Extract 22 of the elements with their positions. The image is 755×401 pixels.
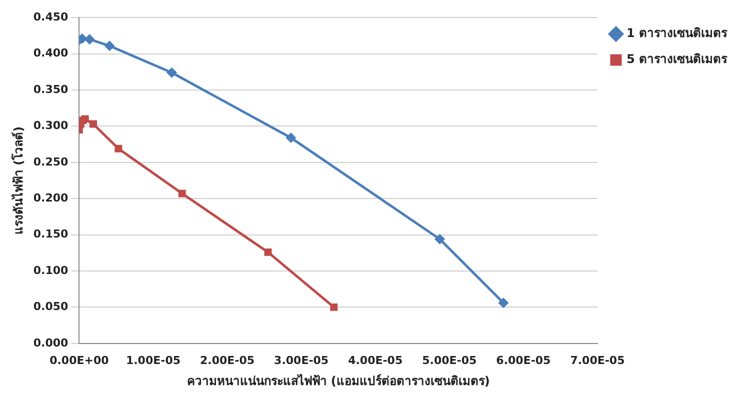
x-axis-title: ความหนาแน่นกระแสไฟฟ้า (แอมแปร์ต่อตารางเซนติเมตร) <box>186 372 490 388</box>
y-tick-label: 0.400 <box>33 46 69 60</box>
x-tick-label: 1.00E-05 <box>126 354 180 367</box>
y-tick-label: 0.300 <box>33 119 69 132</box>
y-tick-label: 0.250 <box>33 155 69 168</box>
legend-label: 1 ตารางเซนติเมตร <box>626 26 728 40</box>
x-tick-label: 6.00E-05 <box>496 354 551 367</box>
x-tick-label: 0.00E+00 <box>50 354 110 367</box>
y-tick-label: 0.450 <box>33 10 69 24</box>
y-tick-label: 0.000 <box>33 336 69 350</box>
x-tick-label: 5.00E-05 <box>422 354 477 367</box>
y-axis-title: แรงดันไฟฟ้า (โวลต์) <box>10 126 26 235</box>
y-tick-label: 0.150 <box>33 228 69 241</box>
y-tick-label: 0.050 <box>33 300 69 314</box>
x-tick-label: 2.00E-05 <box>200 354 255 367</box>
x-tick-label: 3.00E-05 <box>274 354 329 367</box>
x-tick-label: 4.00E-05 <box>348 354 403 367</box>
y-tick-label: 0.350 <box>33 82 69 96</box>
y-tick-label: 0.100 <box>33 264 69 277</box>
y-tick-label: 0.200 <box>33 191 69 204</box>
x-tick-label: 7.00E-05 <box>570 354 625 367</box>
legend-label: 5 ตารางเซนติเมตร <box>626 52 728 66</box>
